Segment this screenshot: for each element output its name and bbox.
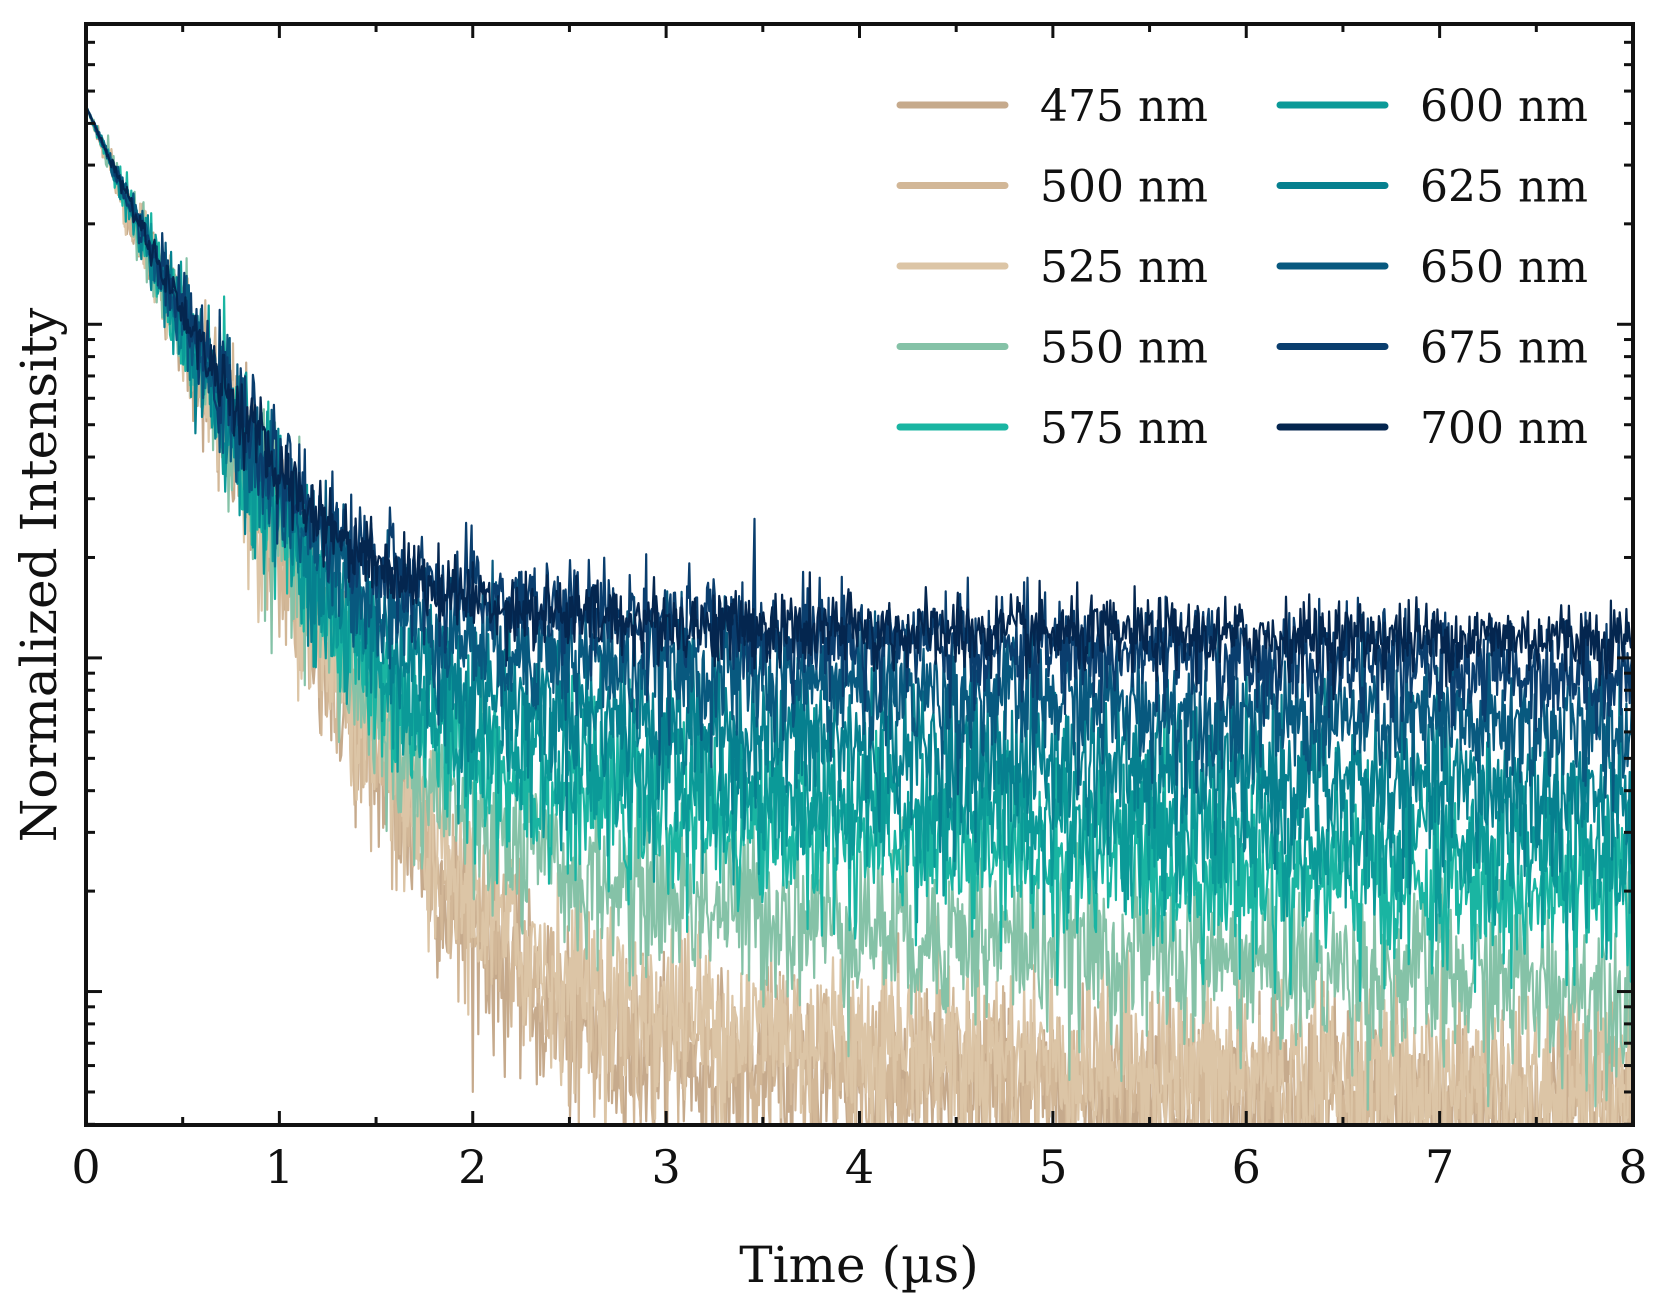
series-line-700-nm: [86, 105, 1633, 701]
legend-label: 500 nm: [1040, 162, 1208, 213]
legend-item-675-nm: 675 nm: [1276, 323, 1588, 374]
plot-frame: [84, 22, 1635, 1127]
legend-item-625-nm: 625 nm: [1276, 162, 1588, 213]
x-tick-label: 2: [458, 1140, 487, 1194]
legend-item-575-nm: 575 nm: [896, 403, 1208, 454]
legend-item-525-nm: 525 nm: [896, 242, 1208, 293]
legend-label: 675 nm: [1420, 323, 1588, 374]
legend: 475 nm 500 nm 525 nm 550 nm 575 nm 600 nm 625 …: [896, 81, 1588, 454]
x-tick-label: 8: [1618, 1140, 1647, 1194]
legend-label: 550 nm: [1040, 323, 1208, 374]
x-tick-label: 4: [845, 1140, 874, 1194]
legend-label: 700 nm: [1420, 403, 1588, 454]
series-layer: [86, 105, 1633, 1125]
legend-label: 625 nm: [1420, 162, 1588, 213]
legend-item-650-nm: 650 nm: [1276, 242, 1588, 293]
x-tick-label: 6: [1232, 1140, 1261, 1194]
y-axis-title: Normalized Intensity: [10, 307, 68, 842]
legend-label: 650 nm: [1420, 242, 1588, 293]
x-tick-label: 1: [265, 1140, 294, 1194]
legend-item-475-nm: 475 nm: [896, 81, 1208, 132]
x-tick-label: 0: [71, 1140, 100, 1194]
legend-label: 575 nm: [1040, 403, 1208, 454]
legend-item-700-nm: 700 nm: [1276, 403, 1588, 454]
legend-label: 600 nm: [1420, 81, 1588, 132]
legend-label: 475 nm: [1040, 81, 1208, 132]
legend-item-500-nm: 500 nm: [896, 162, 1208, 213]
legend-item-550-nm: 550 nm: [896, 323, 1208, 374]
x-tick-label: 5: [1038, 1140, 1067, 1194]
x-tick-label: 7: [1425, 1140, 1454, 1194]
series-line-600-nm: [86, 105, 1633, 961]
x-axis-title: Time (µs): [739, 1236, 978, 1294]
legend-item-600-nm: 600 nm: [1276, 81, 1588, 132]
legend-label: 525 nm: [1040, 242, 1208, 293]
x-tick-label: 3: [651, 1140, 680, 1194]
x-tick-labels: 0 1 2 3 4 5 6 7 8: [71, 1140, 1647, 1194]
